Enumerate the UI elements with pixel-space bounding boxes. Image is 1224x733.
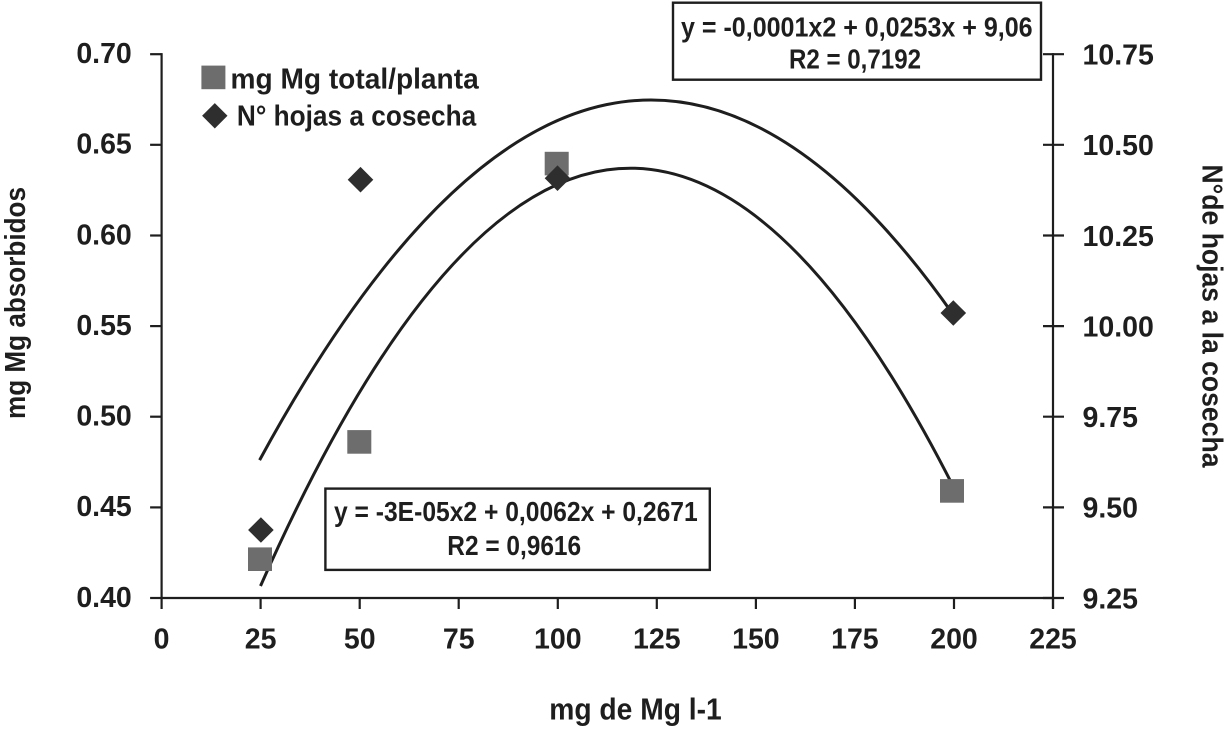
svg-text:10.25: 10.25 xyxy=(1083,221,1154,253)
svg-text:10.00: 10.00 xyxy=(1083,311,1154,343)
svg-text:9.50: 9.50 xyxy=(1083,493,1138,525)
svg-text:125: 125 xyxy=(633,623,681,655)
svg-text:0.55: 0.55 xyxy=(76,310,132,342)
svg-text:R2 = 0,7192: R2 = 0,7192 xyxy=(789,44,921,75)
svg-text:0: 0 xyxy=(154,623,170,655)
svg-text:100: 100 xyxy=(534,623,582,655)
svg-text:150: 150 xyxy=(732,623,780,655)
svg-text:R2 = 0,9616: R2 = 0,9616 xyxy=(447,530,581,561)
svg-text:y = -3E-05x2 + 0,0062x + 0,267: y = -3E-05x2 + 0,0062x + 0,2671 xyxy=(334,496,698,527)
svg-text:10.50: 10.50 xyxy=(1083,130,1154,162)
svg-text:200: 200 xyxy=(930,623,978,655)
svg-text:75: 75 xyxy=(443,623,475,655)
svg-text:0.45: 0.45 xyxy=(76,491,132,523)
svg-text:N° hojas a cosecha: N° hojas a cosecha xyxy=(237,100,477,132)
svg-text:mg Mg absorbidos: mg Mg absorbidos xyxy=(0,187,32,419)
svg-text:9.25: 9.25 xyxy=(1083,583,1139,615)
svg-text:225: 225 xyxy=(1029,623,1077,655)
svg-text:9.75: 9.75 xyxy=(1083,402,1139,434)
svg-text:0.50: 0.50 xyxy=(76,401,131,433)
svg-text:mg Mg total/planta: mg Mg total/planta xyxy=(231,63,480,95)
svg-text:y = -0,0001x2 + 0,0253x + 9,06: y = -0,0001x2 + 0,0253x + 9,06 xyxy=(681,11,1033,42)
svg-text:N°de hojas a la cosecha: N°de hojas a la cosecha xyxy=(1196,165,1224,469)
svg-text:mg de Mg l-1: mg de Mg l-1 xyxy=(549,692,722,727)
svg-text:0.65: 0.65 xyxy=(76,129,132,161)
svg-text:10.75: 10.75 xyxy=(1083,40,1154,72)
svg-text:50: 50 xyxy=(344,623,376,655)
svg-text:175: 175 xyxy=(831,623,879,655)
svg-text:0.70: 0.70 xyxy=(76,38,131,70)
svg-text:0.40: 0.40 xyxy=(76,582,131,614)
svg-text:0.60: 0.60 xyxy=(76,219,131,251)
svg-text:25: 25 xyxy=(245,623,277,655)
